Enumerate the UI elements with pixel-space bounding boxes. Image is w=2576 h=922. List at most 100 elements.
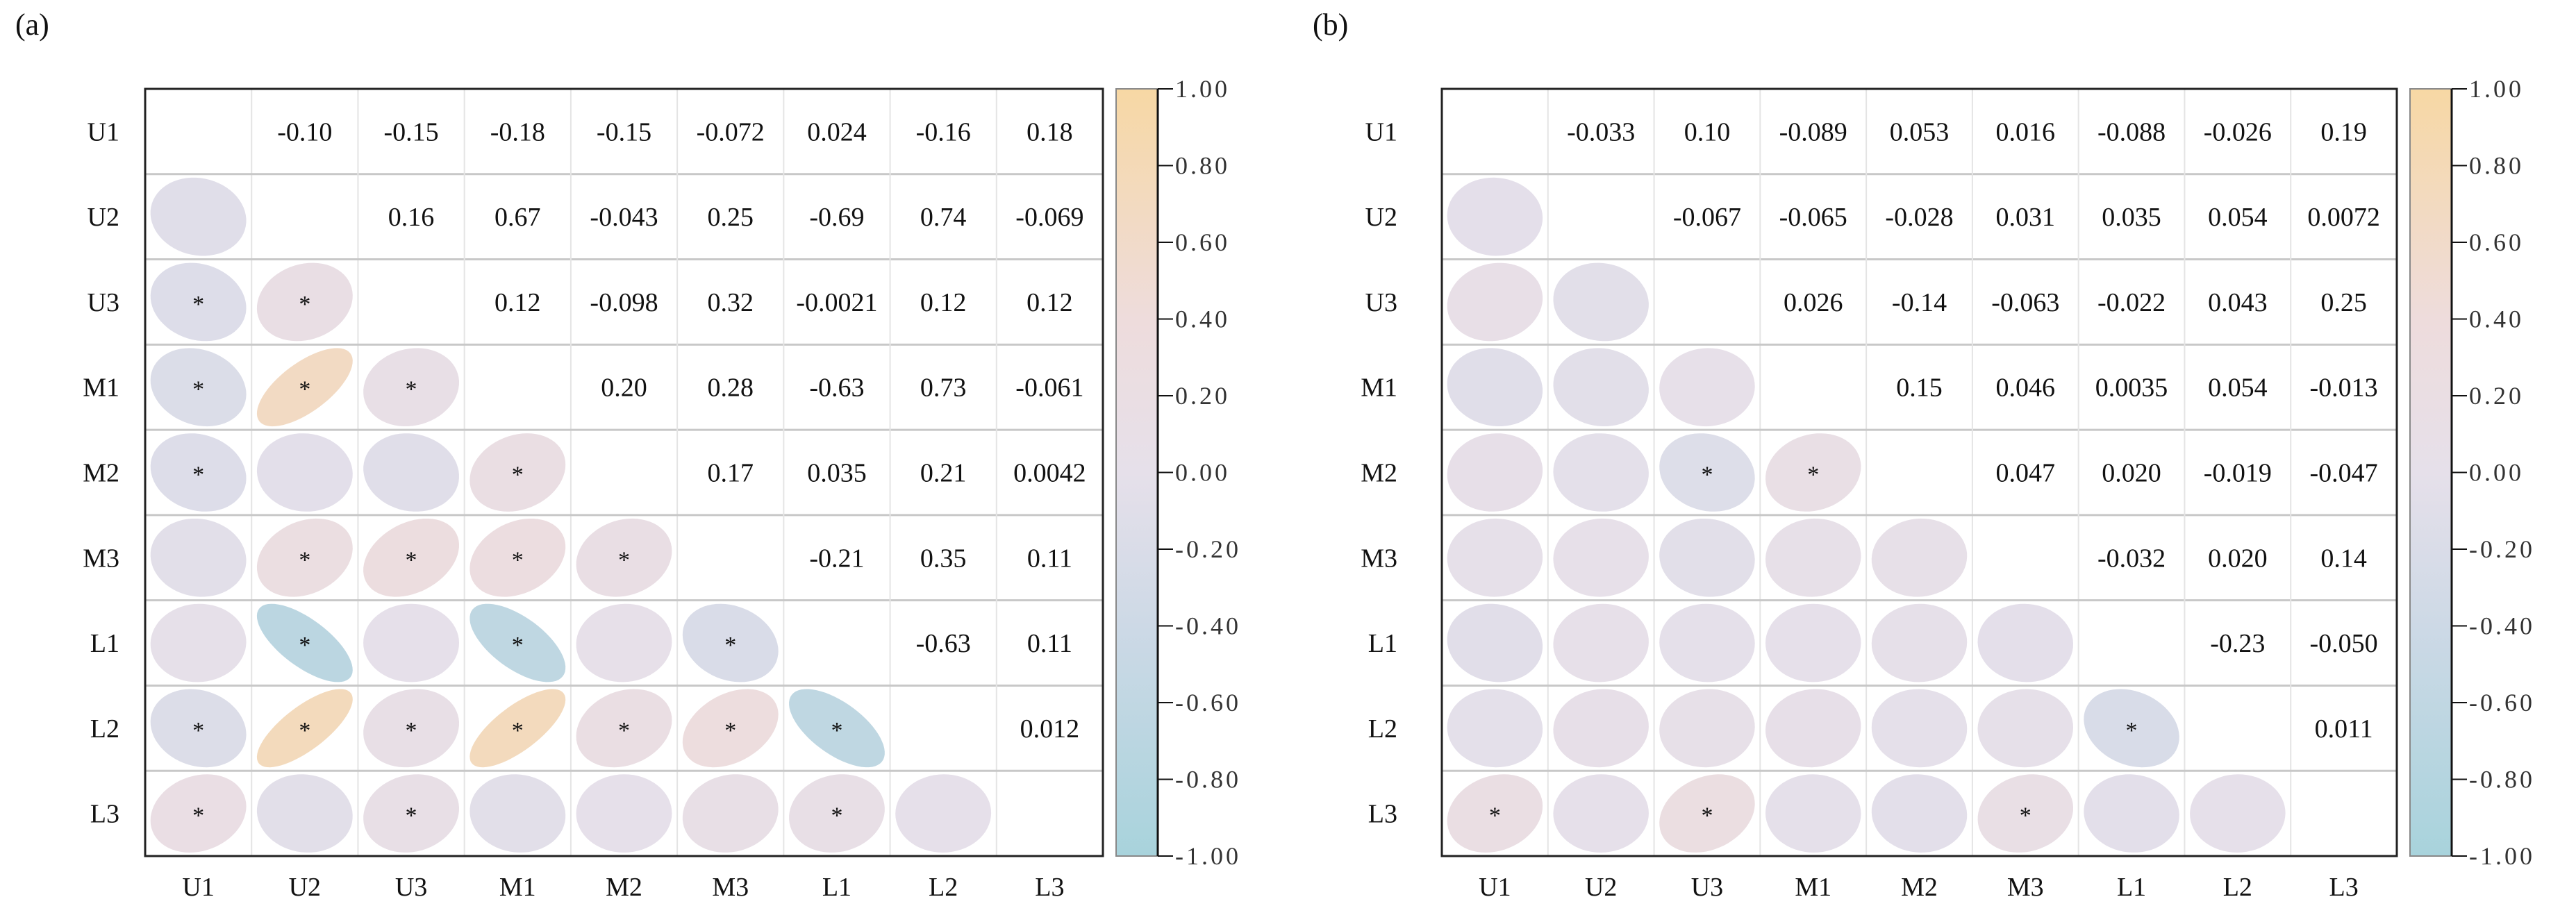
value-label-M1-L2: 0.73 — [920, 374, 967, 403]
row-label-M3: M3 — [1361, 544, 1397, 573]
column-label-L3: L3 — [1035, 873, 1064, 902]
plot-border — [144, 87, 1104, 857]
ellipse-L3-M2 — [1871, 774, 1968, 853]
row-label-U2: U2 — [1365, 203, 1397, 232]
ellipse-L2-M1 — [470, 689, 566, 768]
row-label-M2: M2 — [1361, 459, 1397, 488]
ellipse-M1-U2 — [1553, 348, 1649, 426]
ellipse-L3-U3 — [363, 774, 459, 853]
value-label-M3-L1: -0.032 — [2097, 544, 2166, 573]
value-label-U1-U3: -0.15 — [383, 117, 438, 146]
ellipse-M2-U1 — [150, 433, 247, 512]
column-label-M3: M3 — [712, 873, 749, 902]
significance-marker: * — [406, 718, 417, 744]
value-label-U3-M3: -0.063 — [1991, 288, 2059, 317]
value-label-U2-L3: -0.069 — [1015, 203, 1083, 232]
colorbar-tick-label: -0.80 — [1175, 766, 1241, 794]
significance-marker: * — [2020, 803, 2031, 829]
colorbar-tick-label: 0.40 — [2469, 305, 2524, 333]
value-label-M1-M2: 0.15 — [1896, 374, 1943, 403]
value-label-U2-M3: 0.031 — [1996, 203, 2056, 232]
row-label-U1: U1 — [88, 117, 119, 146]
value-label-L2-L3: 0.011 — [2315, 714, 2373, 744]
value-label-U2-M2: -0.028 — [1885, 203, 1953, 232]
significance-marker: * — [192, 718, 204, 744]
row-label-L2: L2 — [1368, 714, 1397, 744]
value-label-U1-L1: 0.024 — [807, 117, 867, 146]
ellipse-L3-M3 — [682, 774, 779, 853]
significance-marker: * — [299, 547, 310, 573]
ellipse-L3-U1 — [1447, 774, 1543, 853]
colorbar-tick-label: 1.00 — [2469, 75, 2524, 103]
column-label-M2: M2 — [1901, 873, 1938, 902]
ellipse-U3-U2 — [1553, 262, 1649, 342]
ellipse-L3-L1 — [2084, 774, 2179, 853]
ellipse-L1-U3 — [1659, 603, 1755, 682]
value-label-U1-L3: 0.18 — [1027, 117, 1073, 146]
ellipse-M3-U1 — [1447, 518, 1543, 597]
ellipse-U3-U2 — [256, 262, 353, 342]
column-label-U1: U1 — [1479, 873, 1511, 902]
ellipse-L2-M3 — [682, 689, 779, 768]
significance-marker: * — [299, 718, 310, 744]
value-label-M2-M3: 0.17 — [707, 459, 754, 488]
row-label-U3: U3 — [1365, 288, 1397, 317]
value-label-U1-M2: -0.15 — [597, 117, 651, 146]
significance-marker: * — [831, 718, 842, 744]
ellipse-M1-U2 — [256, 348, 353, 427]
ellipse-M3-M2 — [1871, 518, 1968, 597]
value-label-M1-L2: 0.054 — [2208, 374, 2268, 403]
ellipse-L1-M2 — [576, 603, 672, 682]
ellipse-U2-U1 — [1447, 177, 1543, 256]
value-label-M1-L3: -0.061 — [1015, 374, 1083, 403]
ellipse-L1-U1 — [1447, 603, 1543, 682]
value-label-U3-M2: -0.14 — [1892, 288, 1947, 317]
value-label-U2-L2: 0.74 — [920, 203, 967, 232]
value-label-M2-L2: 0.21 — [920, 459, 967, 488]
significance-marker: * — [512, 462, 524, 488]
ellipse-L3-M1 — [470, 774, 566, 853]
ellipse-L1-M1 — [470, 603, 566, 682]
column-label-L3: L3 — [2329, 873, 2359, 902]
value-label-U2-M1: 0.67 — [495, 203, 541, 232]
value-label-U2-U3: -0.067 — [1673, 203, 1741, 232]
value-label-U1-M3: -0.072 — [697, 117, 765, 146]
row-label-U2: U2 — [88, 203, 119, 232]
ellipse-L2-U3 — [363, 689, 459, 768]
value-label-M3-L2: 0.020 — [2208, 544, 2268, 573]
row-label-M3: M3 — [83, 544, 119, 573]
column-label-L1: L1 — [822, 873, 851, 902]
ellipse-M2-U2 — [1553, 433, 1649, 512]
colorbar-tick-label: -1.00 — [1175, 842, 1241, 870]
ellipse-M2-M1 — [1765, 433, 1861, 512]
panel-b-correlation-matrix: (b) U1 U1 -0.033 0.10 -0.089 0.053 0.016 -0.088 -… — [1313, 8, 2535, 902]
significance-marker: * — [192, 377, 204, 403]
significance-marker: * — [512, 632, 524, 658]
ellipse-L3-U2 — [1553, 774, 1649, 853]
row-label-L1: L1 — [90, 629, 119, 658]
ellipse-L3-L2 — [895, 774, 992, 853]
ellipse-M3-U3 — [1659, 519, 1755, 597]
colorbar-tick-label: -0.60 — [2469, 689, 2535, 716]
plot-border — [1440, 87, 2398, 857]
value-label-U1-U2: -0.10 — [277, 117, 332, 146]
value-label-L1-L3: 0.11 — [1027, 629, 1072, 658]
ellipse-U3-U1 — [1447, 262, 1543, 342]
ellipse-L1-M3 — [682, 603, 779, 682]
significance-marker: * — [406, 377, 417, 403]
colorbar-tick-label: 0.20 — [1175, 382, 1230, 410]
ellipse-M2-U1 — [1447, 433, 1543, 512]
column-label-U3: U3 — [1691, 873, 1723, 902]
value-label-L1-L2: -0.23 — [2210, 629, 2265, 658]
panel-label: (a) — [15, 8, 49, 42]
colorbar-tick-label: -0.60 — [1175, 689, 1241, 716]
ellipse-L3-M3 — [1977, 774, 2073, 853]
colorbar-tick-label: -0.20 — [1175, 535, 1241, 563]
value-label-M2-M3: 0.047 — [1996, 459, 2056, 488]
ellipse-M1-U1 — [1447, 348, 1543, 426]
column-label-M3: M3 — [2007, 873, 2044, 902]
value-label-U3-L1: -0.022 — [2097, 288, 2166, 317]
significance-marker: * — [299, 377, 310, 403]
ellipse-M2-U3 — [1659, 433, 1755, 512]
